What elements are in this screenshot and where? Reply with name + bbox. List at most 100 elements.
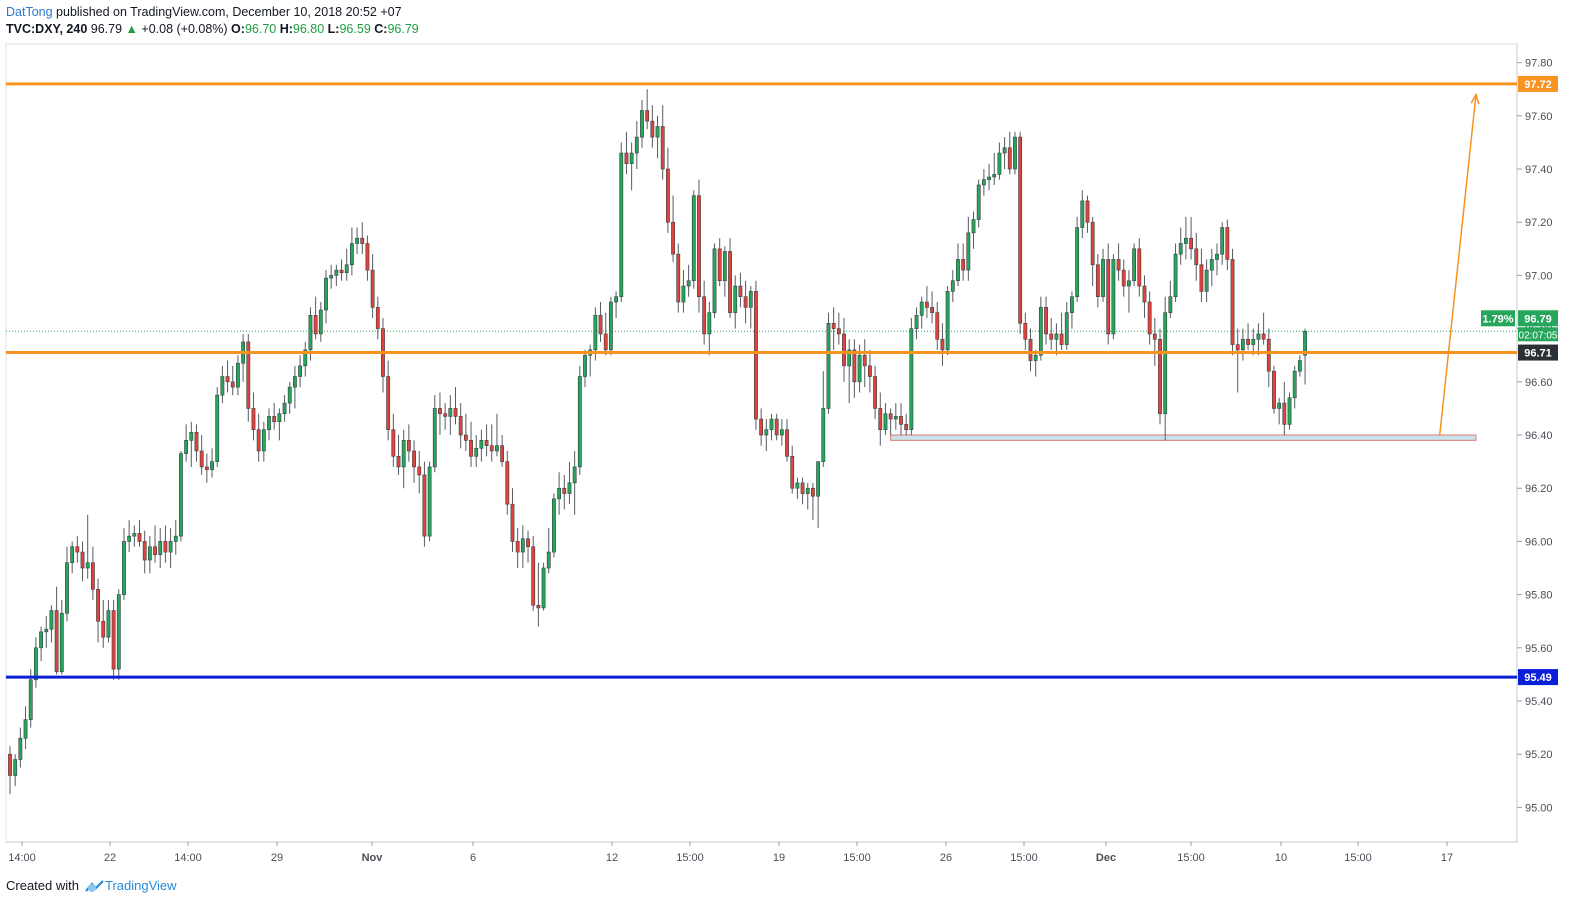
candle-body[interactable] (194, 432, 199, 452)
candle-body[interactable] (924, 301, 929, 308)
candle-body[interactable] (1173, 253, 1178, 298)
candle-body[interactable] (930, 307, 934, 313)
candle-body[interactable] (805, 487, 810, 494)
candle-body[interactable] (303, 349, 308, 367)
candle-body[interactable] (261, 429, 266, 452)
candle-body[interactable] (1246, 338, 1250, 345)
candle-body[interactable] (697, 195, 701, 297)
candle-body[interactable] (184, 440, 189, 454)
candle-body[interactable] (386, 376, 391, 431)
candle-body[interactable] (774, 418, 779, 436)
projection-arrow-line[interactable] (1438, 94, 1477, 436)
candle-body[interactable] (1142, 285, 1147, 303)
candle-body[interactable] (495, 445, 499, 452)
tradingview-logo[interactable]: TradingView (83, 878, 177, 893)
candle-body[interactable] (873, 376, 878, 409)
candle-body[interactable] (645, 110, 650, 122)
candle-body[interactable] (432, 408, 437, 468)
candle-body[interactable] (583, 354, 587, 377)
candle-body[interactable] (987, 176, 991, 180)
candle-body[interactable] (1163, 312, 1168, 415)
candle-body[interactable] (1261, 333, 1266, 340)
candle-body[interactable] (888, 413, 893, 420)
candle-body[interactable] (992, 174, 997, 178)
candle-body[interactable] (422, 474, 427, 537)
candle-body[interactable] (111, 610, 116, 670)
candle-body[interactable] (49, 610, 54, 630)
candle-body[interactable] (748, 291, 753, 308)
candle-body[interactable] (1127, 280, 1131, 287)
candle-body[interactable] (515, 541, 520, 553)
candle-body[interactable] (158, 541, 163, 556)
candle-body[interactable] (945, 291, 950, 351)
candle-body[interactable] (919, 301, 924, 316)
candle-body[interactable] (1189, 237, 1193, 250)
candle-body[interactable] (1013, 136, 1017, 170)
candle-body[interactable] (1116, 259, 1121, 271)
candle-body[interactable] (893, 416, 898, 420)
candle-body[interactable] (878, 408, 883, 431)
candle-body[interactable] (728, 251, 732, 313)
candle-body[interactable] (1132, 248, 1137, 282)
candle-body[interactable] (324, 277, 328, 311)
candle-body[interactable] (552, 498, 556, 553)
candle-body[interactable] (96, 588, 100, 622)
candle-body[interactable] (1059, 333, 1064, 345)
candle-body[interactable] (1111, 259, 1116, 335)
candle-body[interactable] (520, 538, 525, 553)
candle-body[interactable] (655, 126, 660, 138)
candle-body[interactable] (577, 376, 582, 468)
candle-body[interactable] (349, 243, 354, 266)
candle-body[interactable] (914, 315, 919, 329)
candle-body[interactable] (733, 285, 738, 313)
candle-body[interactable] (287, 386, 292, 404)
candle-body[interactable] (754, 291, 758, 420)
candle-body[interactable] (526, 538, 530, 548)
candle-body[interactable] (1018, 136, 1023, 324)
candle-body[interactable] (634, 136, 639, 154)
candle-body[interactable] (862, 354, 867, 367)
candle-body[interactable] (80, 551, 85, 569)
candle-body[interactable] (883, 413, 888, 430)
candle-body[interactable] (935, 312, 940, 340)
candle-body[interactable] (370, 269, 375, 308)
candle-body[interactable] (469, 440, 473, 457)
candle-body[interactable] (199, 450, 204, 468)
candle-body[interactable] (412, 450, 416, 468)
candle-body[interactable] (1158, 338, 1162, 415)
candle-body[interactable] (479, 440, 484, 449)
candle-body[interactable] (70, 546, 75, 563)
candle-body[interactable] (981, 179, 986, 186)
candle-body[interactable] (90, 562, 95, 590)
candle-body[interactable] (541, 567, 546, 609)
candle-body[interactable] (686, 280, 691, 287)
candle-body[interactable] (1199, 264, 1204, 292)
candle-body[interactable] (448, 408, 453, 417)
candle-body[interactable] (344, 264, 349, 274)
candle-body[interactable] (246, 341, 251, 409)
candle-body[interactable] (1007, 147, 1012, 170)
candle-body[interactable] (1266, 338, 1271, 372)
candle-body[interactable] (1215, 253, 1219, 260)
candle-body[interactable] (1209, 259, 1214, 271)
candle-body[interactable] (976, 184, 981, 220)
candle-body[interactable] (847, 349, 852, 367)
candle-body[interactable] (318, 309, 323, 335)
candle-body[interactable] (65, 562, 69, 614)
candle-body[interactable] (329, 275, 334, 279)
candle-body[interactable] (406, 440, 411, 452)
candle-body[interactable] (826, 322, 831, 409)
candle-body[interactable] (904, 424, 909, 431)
author-link[interactable]: DatTong (6, 5, 53, 19)
candle-body[interactable] (463, 434, 468, 441)
candle-body[interactable] (546, 551, 551, 569)
candle-body[interactable] (717, 248, 722, 282)
candle-body[interactable] (116, 594, 121, 670)
candle-body[interactable] (500, 445, 505, 462)
candle-body[interactable] (1282, 402, 1287, 425)
candle-body[interactable] (1064, 312, 1069, 345)
candle-body[interactable] (691, 195, 696, 282)
candle-body[interactable] (665, 168, 670, 223)
candle-body[interactable] (293, 376, 297, 388)
